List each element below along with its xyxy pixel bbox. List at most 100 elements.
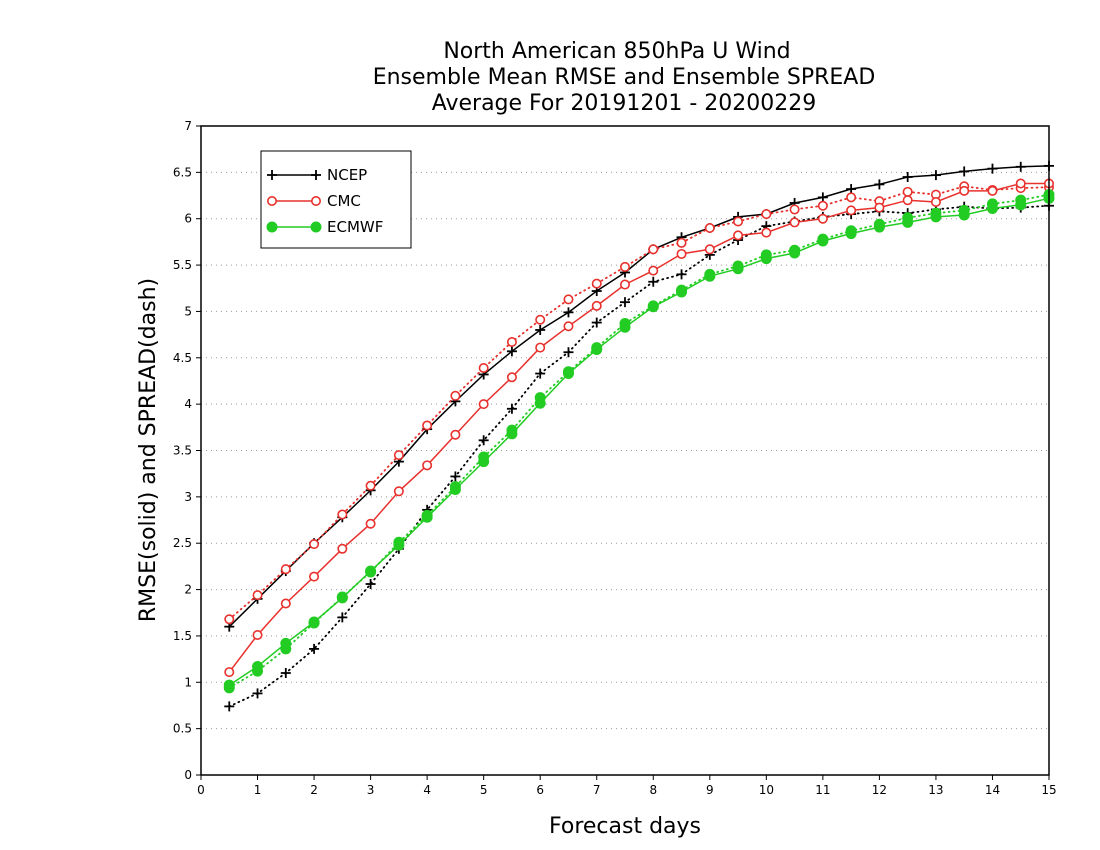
cmc-spread-point xyxy=(365,480,376,491)
ncep-spread-point xyxy=(309,643,320,654)
x-tick-label: 14 xyxy=(985,783,1000,797)
ncep-spread-point xyxy=(620,297,630,308)
cmc-rmse-point xyxy=(450,429,461,440)
ecmwf-rmse-point xyxy=(365,565,377,577)
ecmwf-rmse-point xyxy=(789,247,801,259)
cmc-rmse-point xyxy=(591,300,602,311)
ncep-rmse-point xyxy=(535,324,546,335)
ncep-spread-line xyxy=(228,204,1050,708)
cmc-spread-point xyxy=(506,337,517,348)
grid xyxy=(201,171,1049,730)
cmc-spread-point xyxy=(789,204,800,215)
x-tick-label: 0 xyxy=(197,783,205,797)
cmc-spread-point xyxy=(676,237,687,248)
cmc-spread-point xyxy=(733,216,744,227)
cmc-rmse-point xyxy=(309,571,320,582)
legend-label: NCEP xyxy=(327,166,367,184)
ecmwf-rmse-point xyxy=(393,539,405,551)
cmc-rmse-point xyxy=(619,279,630,290)
cmc-rmse-point xyxy=(1015,178,1026,189)
cmc-rmse-point xyxy=(280,598,291,609)
cmc-rmse-point xyxy=(393,486,404,497)
cmc-spread-point xyxy=(422,420,433,431)
ecmwf-rmse-point xyxy=(732,263,744,275)
cmc-rmse-point xyxy=(563,321,574,332)
x-axis-label: Forecast days xyxy=(549,814,701,839)
cmc-spread-point xyxy=(846,192,857,203)
ecmwf-rmse-point xyxy=(845,228,857,240)
ncep-spread-point xyxy=(280,668,291,679)
cmc-spread-point xyxy=(393,450,404,461)
cmc-spread-point xyxy=(337,509,348,520)
ecmwf-rmse-point xyxy=(902,216,914,228)
ncep-rmse-series xyxy=(224,160,1054,632)
x-tick-label: 9 xyxy=(706,783,714,797)
cmc-rmse-point xyxy=(676,248,687,259)
cmc-spread-point xyxy=(563,294,574,305)
x-tick-label: 7 xyxy=(593,783,601,797)
ncep-spread-point xyxy=(563,347,574,358)
x-tick-label: 5 xyxy=(480,783,488,797)
ncep-rmse-point xyxy=(817,192,828,203)
legend-box xyxy=(260,150,412,249)
y-tick-label: 5 xyxy=(184,304,192,318)
cmc-rmse-series xyxy=(224,178,1055,678)
legend-label: CMC xyxy=(327,192,361,210)
legend-item-ncep: NCEP xyxy=(267,166,367,184)
y-tick-label: 1.5 xyxy=(173,629,192,643)
cmc-rmse-point xyxy=(761,227,772,238)
ecmwf-rmse-point xyxy=(1015,199,1027,211)
cmc-spread-point xyxy=(817,200,828,211)
cmc-spread-point xyxy=(591,278,602,289)
y-tick-label: 1 xyxy=(184,675,192,689)
ncep-rmse-point xyxy=(874,179,885,190)
y-tick-label: 5.5 xyxy=(173,258,192,272)
y-axis: 0 0.5 1 1.5 2 2.5 3 3.5 4 4.5 5 5.5 6 6.5 7 xyxy=(173,119,201,782)
cmc-rmse-point xyxy=(365,518,376,529)
ncep-spread-point xyxy=(535,368,546,379)
y-tick-label: 7 xyxy=(184,119,192,133)
ncep-rmse-point xyxy=(930,170,941,181)
ecmwf-rmse-point xyxy=(252,661,264,673)
y-tick-label: 2.5 xyxy=(173,536,192,550)
ncep-spread-point xyxy=(591,317,602,328)
chart-title: North American 850hPa U Wind Ensemble Me… xyxy=(373,39,876,116)
cmc-spread-point xyxy=(252,590,263,601)
ecmwf-rmse-point xyxy=(478,456,490,468)
cmc-rmse-point xyxy=(846,205,857,216)
ncep-rmse-point xyxy=(506,346,517,357)
ecmwf-rmse-point xyxy=(986,203,998,215)
y-tick-label: 4 xyxy=(184,397,192,411)
cmc-spread-point xyxy=(450,390,461,401)
title-line-1: North American 850hPa U Wind xyxy=(443,39,790,64)
x-tick-label: 12 xyxy=(872,783,887,797)
legend: NCEP CMC ECMWF xyxy=(260,150,412,249)
cmc-rmse-point xyxy=(733,230,744,241)
ecmwf-rmse-point xyxy=(676,286,688,298)
cmc-rmse-point xyxy=(789,217,800,228)
x-tick-label: 13 xyxy=(928,783,943,797)
cmc-spread-point xyxy=(535,314,546,325)
cmc-spread-point xyxy=(648,244,659,255)
cmc-rmse-point xyxy=(817,213,828,224)
ecmwf-rmse-point xyxy=(421,511,433,523)
cmc-rmse-point xyxy=(648,265,659,276)
ecmwf-rmse-point xyxy=(280,637,292,649)
legend-label: ECMWF xyxy=(327,218,383,236)
ncep-rmse-point xyxy=(1015,161,1026,172)
y-axis-label: RMSE(solid) and SPREAD(dash) xyxy=(136,278,161,622)
ecmwf-rmse-line xyxy=(228,197,1050,686)
ncep-spread-point xyxy=(676,269,687,280)
ncep-rmse-point xyxy=(959,166,970,177)
y-tick-label: 2 xyxy=(184,583,192,597)
ecmwf-rmse-point xyxy=(562,368,574,380)
y-tick-label: 3 xyxy=(184,490,192,504)
cmc-rmse-point xyxy=(478,399,489,410)
cmc-spread-series xyxy=(224,181,1055,625)
legend-item-cmc: CMC xyxy=(266,192,361,210)
ecmwf-rmse-point xyxy=(506,428,518,440)
x-tick-label: 1 xyxy=(254,783,262,797)
x-tick-label: 2 xyxy=(310,783,318,797)
cmc-rmse-point xyxy=(959,185,970,196)
